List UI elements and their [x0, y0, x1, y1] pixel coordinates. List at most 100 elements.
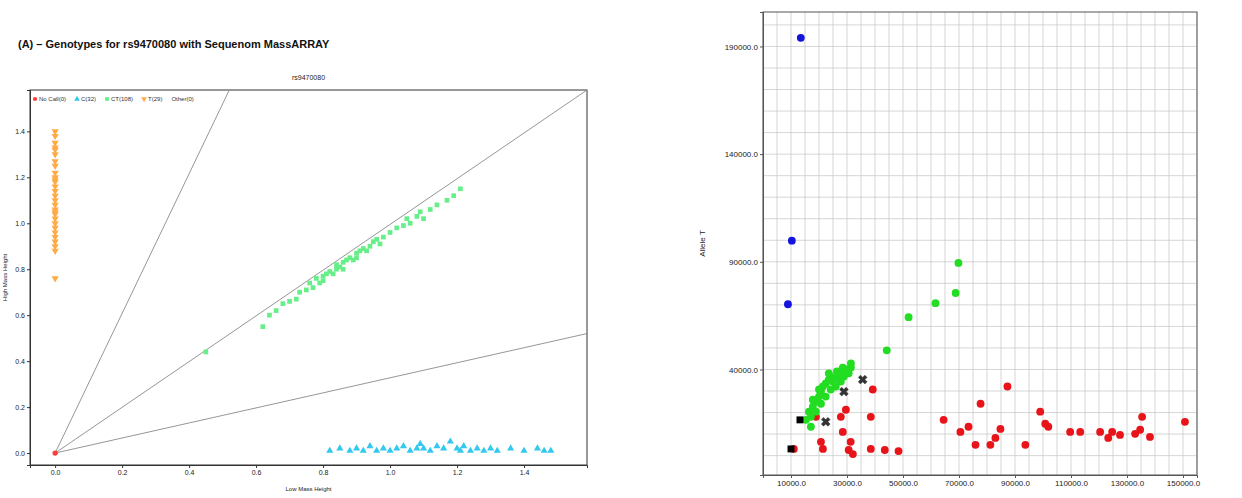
- grid-line: [1113, 12, 1114, 475]
- tick-label: 90000.0: [1001, 479, 1030, 488]
- tick: 1.2: [453, 465, 463, 476]
- tick-label: 110000.0: [1055, 479, 1088, 488]
- legend-label: CT(108): [111, 96, 133, 102]
- point: [474, 444, 481, 450]
- point: [368, 244, 373, 249]
- grid-line: [1099, 12, 1100, 475]
- grid-line: [777, 12, 778, 475]
- series: [819, 373, 869, 428]
- point: [932, 299, 940, 307]
- grid-line: [763, 132, 1197, 133]
- point: [378, 242, 383, 247]
- point: [1096, 428, 1104, 436]
- tick-mark: [189, 465, 190, 468]
- tick-label: 1.2: [453, 469, 463, 476]
- point: [847, 438, 855, 446]
- tick: 0.0: [51, 465, 61, 476]
- point: [819, 445, 827, 453]
- series: [784, 34, 805, 308]
- grid-line: [763, 455, 1197, 456]
- axis-line: [27, 91, 31, 466]
- tick-label: 0.8: [319, 469, 329, 476]
- point: [203, 350, 208, 355]
- point: [341, 267, 346, 272]
- tick: 1.4: [520, 465, 530, 476]
- tick-label: 1.4: [520, 469, 530, 476]
- grid-line: [1071, 12, 1072, 475]
- tick-label: 0.0: [51, 469, 61, 476]
- tick: 10000.0: [777, 475, 806, 488]
- axis: 10000.030000.050000.070000.090000.011000…: [764, 475, 1201, 488]
- point: [837, 385, 850, 398]
- series: [788, 416, 804, 452]
- point: [336, 444, 343, 450]
- tick: 30000.0: [833, 475, 862, 488]
- point: [480, 447, 487, 453]
- tick: 0.4: [15, 358, 30, 365]
- point: [817, 400, 825, 408]
- legend: No Call(0)C(32)CT(108)T(29)Other(0): [33, 96, 194, 103]
- tick-label: 50000.0: [889, 479, 918, 488]
- point: [1146, 433, 1154, 441]
- point: [905, 313, 913, 321]
- point: [451, 193, 456, 198]
- grid-line: [1085, 12, 1086, 475]
- tick-mark: [760, 262, 763, 263]
- tick: 50000.0: [889, 475, 918, 488]
- point: [534, 444, 541, 450]
- point: [287, 299, 292, 304]
- tick-mark: [1127, 475, 1128, 478]
- tick-label: 10000.0: [777, 479, 806, 488]
- point: [541, 447, 548, 453]
- point: [1044, 423, 1052, 431]
- point: [400, 442, 407, 448]
- point: [52, 152, 59, 158]
- series: [802, 259, 962, 431]
- tick-mark: [122, 465, 123, 468]
- point: [267, 313, 272, 318]
- tick: 0.8: [15, 266, 30, 273]
- point: [380, 444, 387, 450]
- legend-item: CT(108): [105, 96, 133, 102]
- point: [977, 400, 985, 408]
- grid-line: [763, 24, 1197, 25]
- tick-mark: [1183, 475, 1184, 478]
- tick-label: 0.2: [118, 469, 128, 476]
- tick-label: 0.0: [15, 450, 25, 457]
- tick-mark: [27, 223, 30, 224]
- point: [1136, 426, 1144, 434]
- grid-line: [763, 347, 1197, 348]
- point: [428, 207, 433, 212]
- tick-label: 1.0: [386, 469, 396, 476]
- point: [260, 324, 265, 329]
- tick-mark: [390, 465, 391, 468]
- point: [297, 290, 302, 295]
- point: [281, 301, 286, 306]
- grid-line: [1155, 12, 1156, 475]
- grid-line: [1141, 12, 1142, 475]
- grid-line: [1043, 12, 1044, 475]
- series: [52, 450, 57, 455]
- point: [965, 423, 973, 431]
- point: [837, 413, 845, 421]
- point: [940, 416, 948, 424]
- figure: (A) – Genotypes for rs9470080 with Seque…: [0, 0, 1242, 498]
- grid-line: [1001, 12, 1002, 475]
- plot-area: [784, 34, 1189, 458]
- point: [825, 369, 833, 377]
- tick-label: 1.0: [15, 220, 25, 227]
- grid-line: [763, 89, 1197, 90]
- point: [956, 428, 964, 436]
- tick: 0.6: [252, 465, 262, 476]
- point: [364, 249, 369, 254]
- point: [52, 276, 59, 282]
- tick-mark: [27, 131, 30, 132]
- legend-symbol: [74, 96, 80, 101]
- chart-title: rs9470080: [292, 74, 325, 81]
- tick-mark: [903, 475, 904, 478]
- tick: 0.8: [319, 465, 329, 476]
- grid-line: [805, 12, 806, 475]
- legend-item: T(29): [141, 96, 162, 102]
- plot-area: [52, 90, 587, 456]
- tick-label: 0.8: [15, 266, 25, 273]
